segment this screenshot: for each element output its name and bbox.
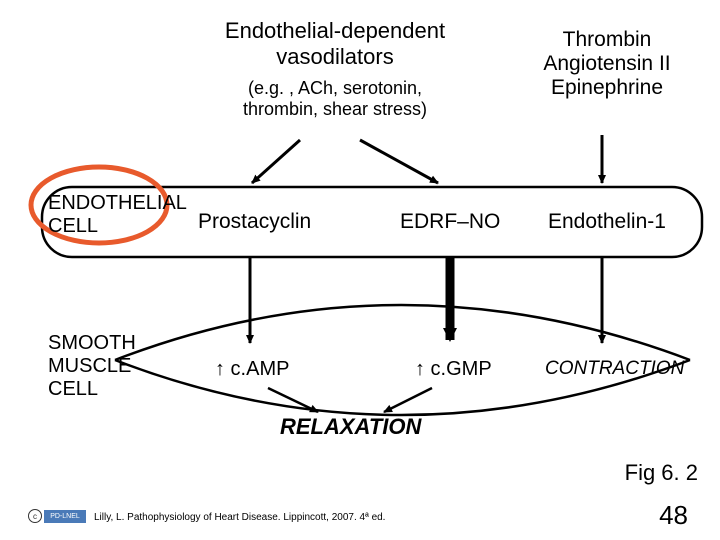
endo-l1: ENDOTHELIAL	[48, 192, 187, 215]
tr-line1: Thrombin	[512, 28, 702, 52]
relaxation-label: RELAXATION	[280, 414, 421, 440]
prostacyclin-label: Prostacyclin	[198, 210, 311, 234]
vasodilators-heading: Endothelial-dependent vasodilators (e.g.…	[195, 18, 475, 120]
sm-l3: CELL	[48, 378, 136, 401]
smooth-muscle-lens-top	[115, 305, 690, 360]
heading-line1: Endothelial-dependent	[195, 18, 475, 44]
contraction-label: CONTRACTION	[545, 358, 684, 380]
edrf-no-label: EDRF–NO	[400, 210, 500, 234]
figure-label: Fig 6. 2	[625, 460, 698, 486]
endothelial-label: ENDOTHELIAL CELL	[48, 192, 187, 238]
smooth-muscle-label: SMOOTH MUSCLE CELL	[48, 332, 136, 401]
license-badge: c PD-LNEL	[28, 509, 86, 523]
citation-text: Lilly, L. Pathophysiology of Heart Disea…	[94, 512, 385, 523]
page-number: 48	[659, 500, 688, 531]
tr-line2: Angiotensin II	[512, 52, 702, 76]
heading-line2: vasodilators	[195, 44, 475, 70]
endothelin-label: Endothelin-1	[548, 210, 666, 234]
endo-l2: CELL	[48, 215, 187, 238]
cc-icon: c	[28, 509, 42, 523]
tr-line3: Epinephrine	[512, 76, 702, 100]
camp-label: ↑ c.AMP	[215, 358, 289, 381]
heading-sub2: thrombin, shear stress)	[195, 99, 475, 120]
sm-l1: SMOOTH	[48, 332, 136, 355]
heading-sub1: (e.g. , ACh, serotonin,	[195, 78, 475, 99]
sm-l2: MUSCLE	[48, 355, 136, 378]
top-right-heading: Thrombin Angiotensin II Epinephrine	[512, 28, 702, 100]
cgmp-label: ↑ c.GMP	[415, 358, 492, 381]
pd-label-icon: PD-LNEL	[44, 510, 86, 523]
